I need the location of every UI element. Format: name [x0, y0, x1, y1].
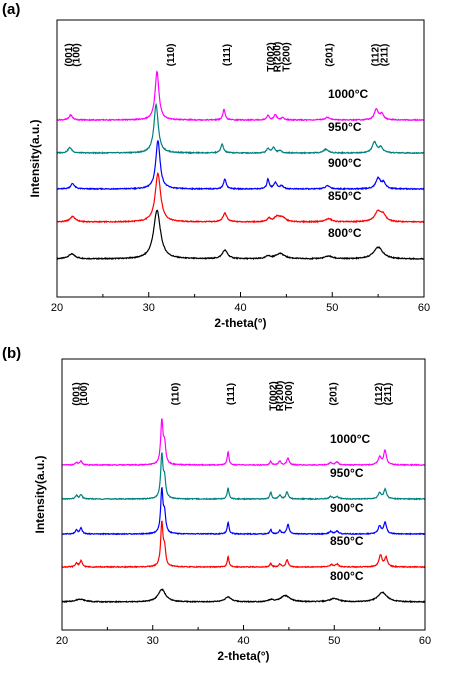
- trace-0-800°C: [57, 209, 424, 261]
- trace-0-950°C: [57, 102, 424, 155]
- series-label-0-1: 850°C: [328, 189, 362, 203]
- peak-annotation-0-9: (211): [380, 44, 391, 67]
- peak-annotation-1-5: R(200): [275, 381, 286, 412]
- peak-annotation-0-7: (201): [325, 43, 336, 66]
- peak-annotation-1-6: T(200): [284, 381, 295, 410]
- trace-0-900°C: [57, 140, 424, 191]
- y-axis-label-0: Intensity(a.u.): [28, 119, 42, 197]
- x-tick-label-0-0: 20: [51, 302, 63, 314]
- x-tick-label-1-3: 50: [328, 635, 340, 647]
- trace-1-900°C: [62, 487, 425, 536]
- trace-0-1000°C: [57, 70, 424, 122]
- peak-annotation-1-8: (112): [374, 383, 385, 406]
- trace-1-850°C: [62, 520, 425, 569]
- x-tick-label-1-4: 60: [419, 635, 431, 647]
- peak-annotation-1-0: (001): [72, 382, 83, 405]
- peak-annotation-1-9: (211): [383, 383, 394, 406]
- x-tick-label-1-1: 30: [147, 635, 159, 647]
- x-tick-label-1-2: 40: [237, 635, 249, 647]
- y-axis-label-1: Intensity(a.u.): [33, 455, 47, 533]
- x-tick-label-1-0: 20: [56, 635, 68, 647]
- x-tick-label-0-1: 30: [143, 302, 155, 314]
- peak-annotation-1-3: (111): [226, 383, 237, 405]
- peak-annotation-1-1: (100): [79, 382, 90, 405]
- series-label-0-2: 900°C: [328, 156, 362, 170]
- series-label-1-4: 1000°C: [330, 432, 370, 446]
- peak-annotation-0-1: (100): [71, 43, 82, 66]
- peak-annotation-0-4: T(002): [266, 42, 277, 71]
- peak-annotation-0-3: (111): [222, 44, 233, 66]
- x-tick-label-0-4: 60: [418, 302, 430, 314]
- x-axis-label-1: 2-theta(°): [217, 649, 269, 663]
- panel-label-1: (b): [2, 345, 21, 362]
- series-label-1-1: 850°C: [330, 534, 364, 548]
- peak-annotation-0-5: R(200): [272, 42, 283, 73]
- x-tick-label-0-2: 40: [234, 302, 246, 314]
- plot-frame-1: [61, 358, 426, 631]
- trace-0-850°C: [57, 171, 424, 224]
- peak-annotation-1-2: (110): [171, 383, 182, 406]
- series-label-0-4: 1000°C: [328, 87, 368, 101]
- peak-annotation-0-6: T(200): [281, 42, 292, 71]
- trace-1-950°C: [62, 452, 425, 501]
- peak-annotation-0-0: (001): [64, 43, 75, 66]
- peak-annotation-0-8: (112): [370, 44, 381, 67]
- panel-label-0: (a): [2, 1, 20, 18]
- x-tick-label-0-3: 50: [326, 302, 338, 314]
- series-label-1-0: 800°C: [330, 569, 364, 583]
- series-label-1-3: 950°C: [330, 466, 364, 480]
- trace-1-800°C: [62, 588, 425, 604]
- series-label-0-0: 800°C: [328, 226, 362, 240]
- series-label-0-3: 950°C: [328, 120, 362, 134]
- x-axis-label-0: 2-theta(°): [214, 316, 266, 330]
- series-label-1-2: 900°C: [330, 501, 364, 515]
- peak-annotation-0-2: (110): [166, 44, 177, 67]
- peak-annotation-1-4: T(002): [269, 381, 280, 410]
- trace-1-1000°C: [62, 418, 425, 467]
- peak-annotation-1-7: (201): [328, 382, 339, 405]
